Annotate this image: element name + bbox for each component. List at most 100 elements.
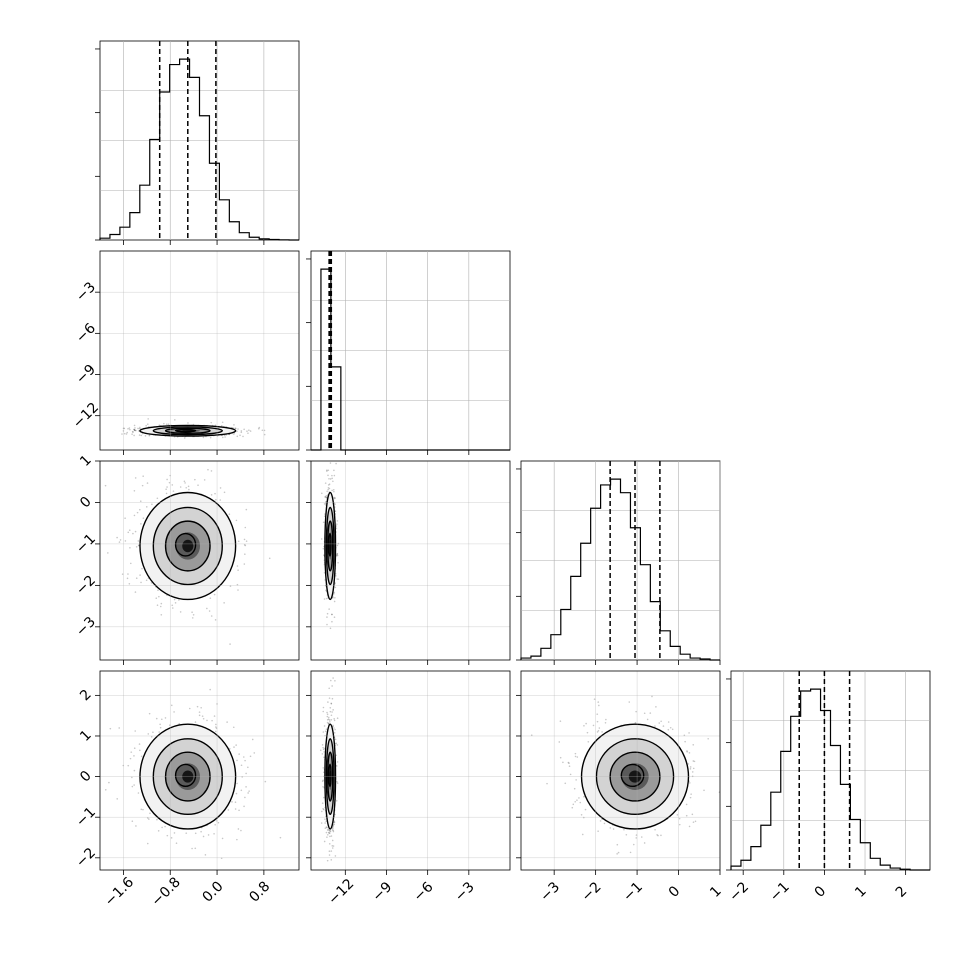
scatter-point — [247, 766, 249, 769]
scatter-point — [546, 782, 548, 785]
hist-bar — [200, 116, 210, 240]
panel-frame — [310, 460, 511, 661]
scatter-point — [126, 431, 128, 434]
scatter-point — [128, 582, 131, 585]
scatter-point — [215, 723, 217, 726]
scatter-point — [175, 842, 178, 845]
scatter-point — [585, 722, 587, 725]
hist-step-line — [730, 688, 930, 871]
scatter-point — [322, 706, 325, 709]
x-tick-label: −3 — [452, 879, 478, 905]
scatter-point — [330, 835, 333, 837]
scatter-point — [684, 740, 686, 743]
scatter-point — [237, 540, 240, 543]
scatter-point — [692, 767, 695, 770]
hist-bar — [190, 77, 200, 240]
hist-bar — [571, 576, 581, 660]
hist-step-line — [520, 478, 720, 661]
hist-bars — [100, 59, 289, 240]
scatter-point — [219, 487, 222, 489]
scatter-point — [166, 478, 168, 481]
scatter-point — [334, 596, 336, 599]
scatter-point — [332, 845, 335, 847]
scatter-point — [329, 679, 332, 682]
scatter-point — [133, 489, 136, 492]
scatter-point — [576, 756, 579, 758]
scatter-point — [327, 484, 330, 486]
scatter-point — [567, 761, 570, 764]
scatter-point — [327, 701, 329, 703]
scatter-point — [336, 717, 339, 720]
scatter-point — [325, 597, 328, 600]
scatter-point — [129, 562, 132, 565]
scatter-point — [191, 847, 193, 850]
scatter-point — [157, 830, 160, 832]
scatter-point — [692, 821, 695, 823]
x-tick-label: −2 — [579, 879, 605, 905]
scatter-point — [332, 830, 335, 833]
scatter-point — [147, 733, 150, 735]
scatter-point — [214, 619, 217, 621]
scatter-point — [324, 730, 327, 733]
scatter-point — [660, 834, 662, 837]
hist-bar — [140, 185, 150, 240]
scatter-point — [134, 591, 137, 593]
scatter-point — [676, 814, 679, 816]
scatter-point — [147, 418, 149, 420]
scatter-point — [131, 776, 133, 779]
scatter-point — [194, 832, 197, 835]
scatter-point — [326, 836, 328, 838]
scatter-point — [235, 792, 238, 795]
scatter-point — [137, 792, 140, 794]
scatter-point — [568, 765, 571, 768]
scatter-point — [135, 546, 138, 548]
scatter-point — [121, 573, 124, 575]
scatter-point — [635, 710, 637, 713]
scatter-point — [327, 722, 330, 725]
scatter-point — [213, 715, 216, 717]
scatter-point — [158, 595, 160, 598]
scatter-point — [329, 627, 332, 630]
scatter-point — [326, 713, 329, 716]
scatter-point — [135, 429, 137, 432]
scatter-point — [221, 421, 224, 424]
hist-bar — [150, 139, 160, 240]
scatter-point — [131, 433, 133, 435]
scatter-point — [335, 754, 338, 757]
scatter-panel-p0-p2 — [95, 460, 300, 665]
scatter-point — [694, 820, 697, 823]
scatter-point — [333, 820, 336, 822]
scatter-point — [139, 749, 141, 752]
scatter-point — [131, 430, 134, 433]
scatter-point — [219, 499, 222, 501]
scatter-point — [331, 477, 333, 480]
hist-bar — [551, 635, 561, 660]
scatter-point — [333, 719, 336, 722]
scatter-point — [655, 706, 657, 708]
scatter-point — [165, 488, 167, 491]
scatter-point — [208, 610, 211, 612]
scatter-point — [238, 809, 240, 812]
scatter-point — [191, 611, 193, 614]
scatter-point — [133, 428, 135, 431]
density-level — [182, 539, 194, 553]
panel-content — [104, 688, 282, 860]
scatter-point — [107, 552, 109, 554]
scatter-point — [237, 428, 239, 430]
x-tick-label: −1.6 — [102, 874, 137, 909]
scatter-point — [194, 478, 196, 481]
contour-line — [139, 424, 237, 437]
scatter-point — [334, 743, 337, 745]
scatter-point — [249, 430, 252, 432]
scatter-point — [240, 764, 243, 767]
scatter-point — [335, 527, 338, 530]
scatter-point — [234, 801, 237, 804]
scatter-point — [204, 854, 207, 856]
scatter-point — [227, 809, 230, 811]
scatter-point — [325, 826, 328, 828]
scatter-point — [689, 782, 691, 784]
scatter-point — [245, 540, 248, 542]
scatter-point — [244, 553, 246, 555]
scatter-point — [597, 830, 599, 832]
